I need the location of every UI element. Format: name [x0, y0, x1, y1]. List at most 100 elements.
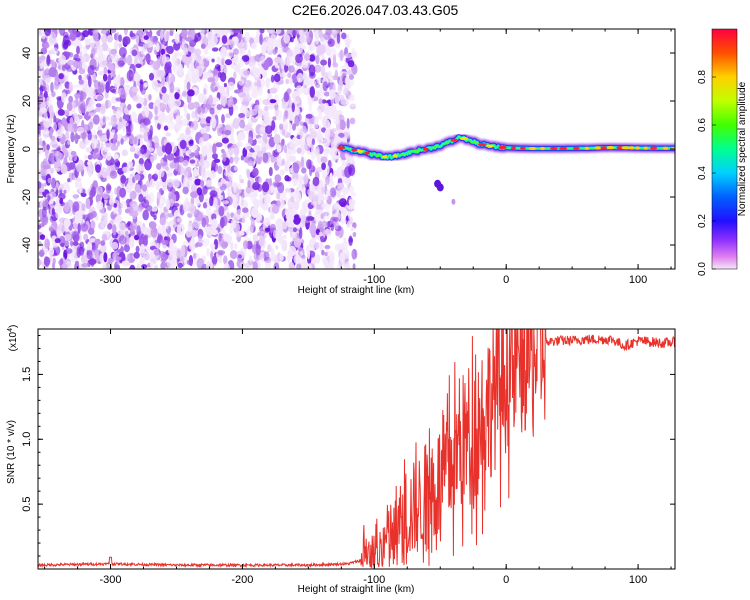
noise-speckle	[174, 161, 180, 172]
noise-speckle	[268, 29, 276, 35]
noise-speckle	[113, 40, 119, 51]
noise-speckle	[182, 200, 189, 212]
noise-speckle	[182, 241, 189, 246]
noise-speckle	[103, 66, 108, 75]
noise-speckle	[259, 193, 265, 199]
noise-speckle	[243, 240, 249, 250]
spectrogram-signal-ridge	[336, 132, 675, 205]
noise-speckle	[200, 126, 207, 135]
noise-speckle	[336, 33, 341, 44]
noise-speckle	[176, 224, 182, 235]
colorbar-ticks: 0.0 0.2 0.4 0.6 0.8	[697, 70, 716, 276]
noise-speckle	[159, 216, 166, 226]
noise-speckle	[222, 150, 227, 162]
noise-speckle	[335, 187, 341, 198]
noise-speckle	[185, 229, 192, 238]
noise-speckle	[251, 42, 257, 50]
noise-speckle	[140, 226, 145, 234]
noise-speckle	[230, 40, 235, 49]
noise-speckle	[348, 199, 356, 207]
noise-speckle	[265, 77, 270, 89]
noise-speckle	[39, 62, 44, 70]
noise-speckle	[128, 236, 135, 248]
noise-speckle	[157, 225, 162, 234]
noise-speckle	[61, 117, 67, 127]
noise-speckle	[324, 260, 329, 269]
noise-speckle	[288, 167, 293, 174]
noise-speckle	[150, 226, 158, 238]
noise-speckle	[334, 93, 339, 105]
noise-speckle	[275, 245, 279, 250]
noise-speckle	[106, 185, 112, 191]
noise-speckle	[38, 180, 42, 190]
noise-speckle	[58, 83, 63, 90]
noise-speckle	[190, 183, 198, 193]
noise-speckle	[262, 98, 271, 106]
noise-speckle	[106, 34, 114, 43]
noise-speckle	[86, 74, 91, 81]
noise-speckle	[245, 185, 252, 194]
noise-speckle	[281, 221, 288, 230]
noise-speckle	[153, 214, 157, 221]
noise-speckle	[244, 263, 252, 268]
noise-speckle	[60, 163, 68, 175]
ridge-hotspot	[621, 146, 631, 150]
noise-speckle	[157, 191, 162, 201]
noise-speckle	[311, 146, 315, 155]
noise-speckle	[315, 209, 321, 216]
noise-speckle	[271, 187, 278, 194]
noise-speckle	[269, 213, 275, 220]
ridge-hotspot	[650, 146, 658, 150]
noise-speckle	[320, 156, 328, 164]
noise-speckle	[345, 75, 350, 87]
noise-speckle	[306, 248, 311, 260]
noise-speckle	[53, 150, 59, 157]
noise-speckle	[161, 93, 170, 104]
noise-speckle	[221, 137, 229, 144]
noise-speckle	[251, 207, 259, 219]
noise-speckle	[262, 181, 270, 193]
noise-speckle	[220, 96, 228, 106]
noise-speckle	[86, 249, 93, 260]
ridge-hotspot	[351, 148, 358, 152]
noise-speckle	[102, 192, 109, 200]
noise-speckle	[115, 111, 119, 119]
noise-speckle	[94, 238, 101, 245]
noise-speckle	[281, 191, 287, 198]
noise-speckle	[146, 140, 152, 150]
noise-speckle	[224, 129, 232, 136]
noise-speckle	[100, 114, 107, 126]
noise-speckle	[68, 162, 76, 170]
noise-speckle	[173, 41, 181, 51]
noise-speckle	[144, 158, 152, 171]
noise-speckle	[314, 116, 319, 125]
noise-speckle	[102, 147, 110, 152]
noise-speckle	[177, 89, 181, 94]
noise-speckle	[208, 170, 217, 180]
noise-speckle	[111, 64, 116, 77]
noise-speckle	[292, 214, 301, 225]
noise-speckle	[310, 222, 316, 231]
noise-speckle	[76, 45, 80, 55]
noise-speckle	[271, 205, 280, 214]
noise-speckle	[216, 33, 222, 38]
noise-speckle	[182, 160, 189, 167]
noise-speckle	[133, 136, 138, 145]
noise-speckle	[141, 264, 148, 269]
noise-speckle	[252, 261, 258, 269]
noise-speckle	[274, 105, 279, 117]
noise-speckle	[68, 148, 74, 160]
noise-speckle	[77, 223, 81, 234]
noise-speckle	[279, 169, 285, 176]
noise-speckle	[220, 228, 226, 238]
noise-speckle	[175, 50, 179, 58]
noise-speckle	[80, 254, 88, 264]
noise-speckle	[166, 153, 175, 161]
noise-speckle	[39, 55, 46, 61]
noise-speckle	[302, 187, 307, 195]
noise-speckle	[192, 252, 197, 260]
noise-speckle	[214, 64, 221, 70]
noise-speckle	[93, 114, 100, 125]
noise-speckle	[227, 147, 235, 155]
noise-speckle	[332, 169, 337, 179]
